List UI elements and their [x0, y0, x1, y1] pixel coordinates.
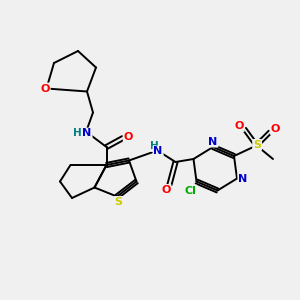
- Text: O: O: [161, 185, 171, 195]
- Text: N: N: [238, 173, 247, 184]
- Text: N: N: [82, 128, 91, 139]
- Text: O: O: [234, 121, 244, 131]
- Text: O: O: [124, 131, 133, 142]
- Text: S: S: [115, 197, 122, 207]
- Text: S: S: [253, 140, 261, 150]
- Text: H: H: [73, 128, 82, 138]
- Text: O: O: [40, 83, 50, 94]
- Text: H: H: [149, 141, 158, 151]
- Text: N: N: [154, 146, 163, 157]
- Text: N: N: [208, 136, 217, 147]
- Text: O: O: [271, 124, 280, 134]
- Text: Cl: Cl: [184, 185, 196, 196]
